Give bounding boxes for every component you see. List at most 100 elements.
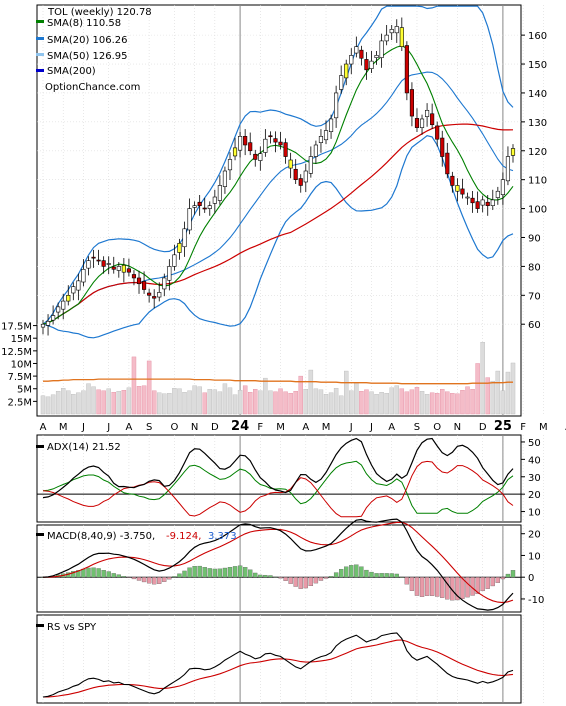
- volume-bar: [399, 388, 405, 415]
- volume-bar: [55, 391, 61, 415]
- macd-histogram-bar: [349, 565, 354, 578]
- macd-histogram-bar: [485, 577, 490, 589]
- plus-di-line: [42, 460, 514, 514]
- legend-swatch-sma200: [36, 69, 44, 72]
- volume-bar: [445, 391, 450, 415]
- macd-histogram-bar: [192, 565, 197, 578]
- volume-bar: [45, 396, 51, 415]
- candle-body: [96, 259, 101, 262]
- macd-histogram-bar: [248, 569, 253, 578]
- candle-body: [460, 188, 465, 195]
- volume-tick-label: 17.5M: [1, 322, 32, 333]
- legend-swatch-sma50: [36, 53, 44, 56]
- price-tick-label: 110: [528, 176, 547, 187]
- macd-histogram-bar: [344, 566, 349, 578]
- grid-lines: [37, 5, 544, 703]
- price-tick-label: 90: [528, 233, 541, 244]
- macd-tick-label: 0: [528, 573, 534, 584]
- macd-panel-frame: [36, 524, 522, 613]
- legend-sma50: SMA(50) 126.95: [47, 51, 128, 62]
- volume-bar: [131, 356, 137, 415]
- candle-body: [470, 197, 475, 204]
- sma50-line: [42, 123, 514, 325]
- volume-tick-label: 10M: [11, 359, 32, 370]
- volume-bar: [409, 389, 415, 415]
- upper-bollinger-band: [42, 5, 514, 325]
- macd-histogram-bar: [268, 575, 273, 578]
- volume-bar: [490, 380, 496, 415]
- volume-bar: [101, 390, 106, 415]
- price-tick-label: 130: [528, 118, 547, 129]
- volume-bar: [66, 390, 71, 415]
- x-tick-label: A: [125, 422, 132, 433]
- volume-bar: [227, 387, 233, 415]
- adx-line: [42, 437, 514, 499]
- candle-body: [217, 185, 222, 201]
- candle-body: [157, 292, 162, 298]
- macd-histogram-bar: [500, 577, 506, 580]
- macd-histogram-bar: [207, 568, 212, 578]
- candle-body: [450, 175, 455, 186]
- rs-swatch: [36, 624, 44, 627]
- adx-tick-label: 50: [528, 438, 541, 449]
- candle-body: [263, 138, 268, 153]
- candle-body: [374, 55, 379, 58]
- volume-bar: [237, 390, 243, 415]
- candle-body: [238, 136, 243, 151]
- volume-bar: [258, 390, 263, 415]
- candle-body: [172, 254, 177, 267]
- candle-body: [308, 156, 313, 174]
- price-tick-label: 150: [528, 60, 547, 71]
- rs-average-line: [42, 639, 514, 698]
- macd-histogram-bar: [86, 567, 91, 578]
- volume-bar: [354, 382, 359, 415]
- x-tick-label: S: [414, 422, 420, 433]
- sma20-line: [42, 71, 514, 325]
- volume-tick-label: 2.5M: [7, 397, 32, 408]
- candle-body: [328, 118, 334, 132]
- candle-body: [293, 168, 298, 180]
- volume-bar: [40, 395, 46, 415]
- volume-bar: [86, 383, 91, 415]
- candle-body: [222, 170, 228, 187]
- legend-sma200: SMA(200): [47, 66, 96, 77]
- volume-bar: [333, 388, 339, 415]
- volume-bar: [242, 385, 248, 415]
- candle-body: [268, 135, 273, 138]
- candle-body: [136, 277, 142, 285]
- volume-bar: [434, 393, 440, 415]
- volume-tick-label: 12.5M: [1, 347, 32, 358]
- macd-histogram-bar: [399, 576, 404, 578]
- adx-tick-label: 10: [528, 508, 541, 519]
- macd-histogram-bar: [293, 577, 298, 587]
- x-tick-label: J: [349, 422, 353, 433]
- volume-bar: [192, 385, 197, 415]
- x-tick-label: F: [520, 422, 526, 433]
- macd-histogram-bar: [162, 577, 167, 582]
- candle-body: [318, 136, 324, 143]
- volume-bar: [232, 394, 238, 415]
- candle-body: [510, 148, 516, 156]
- volume-bar: [288, 393, 293, 415]
- macd-histogram-bar: [278, 577, 283, 579]
- candle-body: [81, 268, 86, 283]
- volume-bar: [172, 388, 177, 415]
- macd-histogram-value: 3.373: [208, 531, 237, 542]
- volume-bar: [76, 392, 81, 415]
- candle-body: [243, 136, 248, 146]
- adx-tick-label: 30: [528, 473, 541, 484]
- macd-histogram-bar: [288, 577, 293, 584]
- volume-bar: [495, 370, 501, 415]
- legend-swatch-sma20: [36, 37, 44, 40]
- volume-bar: [126, 387, 132, 415]
- candle-body: [207, 205, 212, 209]
- volume-bar: [121, 390, 127, 415]
- volume-bar: [394, 385, 399, 415]
- macd-histogram-bar: [328, 576, 334, 578]
- macd-histogram-bar: [435, 577, 440, 597]
- axis-labels: AMJJASOND24FMAMJJASOND25FMAMJJ1601501401…: [1, 31, 566, 606]
- volume-bar: [414, 387, 420, 415]
- macd-histogram-bar: [440, 577, 445, 598]
- legend-sma8: SMA(8) 110.58: [47, 18, 121, 29]
- macd-tick-label: -10: [528, 595, 544, 606]
